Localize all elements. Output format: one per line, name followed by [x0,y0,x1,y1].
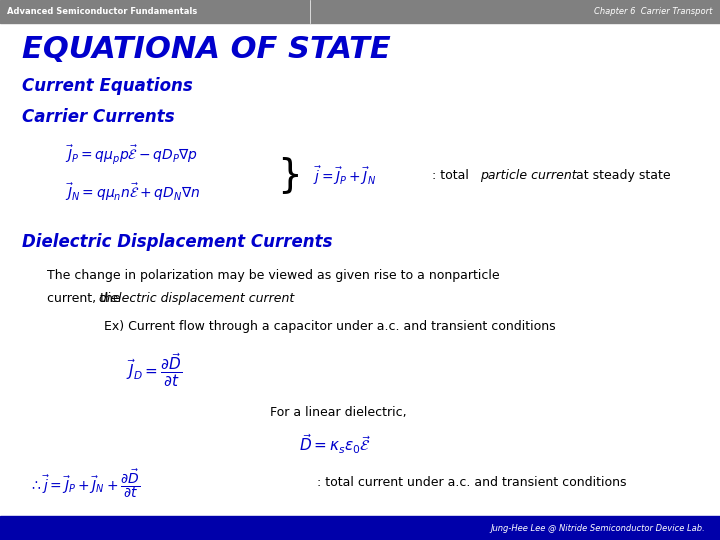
Text: $\vec{J}_P = q\mu_p p\vec{\mathcal{E}} - qD_P\nabla p$: $\vec{J}_P = q\mu_p p\vec{\mathcal{E}} -… [65,143,197,166]
Text: Current Equations: Current Equations [22,77,192,94]
Text: $\vec{J}_N = q\mu_n n\vec{\mathcal{E}} + qD_N\nabla n$: $\vec{J}_N = q\mu_n n\vec{\mathcal{E}} +… [65,181,200,202]
Text: Advanced Semiconductor Fundamentals: Advanced Semiconductor Fundamentals [7,7,197,16]
Text: $\vec{J}_D = \dfrac{\partial\vec{D}}{\partial t}$: $\vec{J}_D = \dfrac{\partial\vec{D}}{\pa… [126,351,182,389]
Text: Dielectric Displacement Currents: Dielectric Displacement Currents [22,233,332,251]
Text: dielectric displacement current: dielectric displacement current [99,292,294,305]
Text: The change in polarization may be viewed as given rise to a nonparticle: The change in polarization may be viewed… [47,269,500,282]
Text: For a linear dielectric,: For a linear dielectric, [270,406,407,419]
Text: $\vec{j} = \vec{J}_P + \vec{J}_N$: $\vec{j} = \vec{J}_P + \vec{J}_N$ [313,164,377,187]
Bar [0,516,720,540]
Text: $\therefore \vec{j} = \vec{J}_P + \vec{J}_N + \dfrac{\partial\vec{D}}{\partial t: $\therefore \vec{j} = \vec{J}_P + \vec{J… [29,467,140,500]
Text: Chapter 6  Carrier Transport: Chapter 6 Carrier Transport [595,7,713,16]
Text: at steady state: at steady state [572,169,671,182]
Text: particle current: particle current [480,169,577,182]
Bar [0,0,720,23]
Text: .: . [230,292,235,305]
Text: EQUATIONA OF STATE: EQUATIONA OF STATE [22,35,390,64]
Text: Carrier Currents: Carrier Currents [22,108,174,126]
Text: $\vec{D} = \kappa_s \epsilon_0 \vec{\mathcal{E}}$: $\vec{D} = \kappa_s \epsilon_0 \vec{\mat… [299,432,371,456]
Text: $\}$: $\}$ [277,155,299,196]
Text: : total current under a.c. and transient conditions: : total current under a.c. and transient… [313,476,626,489]
Text: current, the: current, the [47,292,125,305]
Text: Ex) Current flow through a capacitor under a.c. and transient conditions: Ex) Current flow through a capacitor und… [104,320,556,333]
Text: : total: : total [428,169,473,182]
Text: Jung-Hee Lee @ Nitride Semiconductor Device Lab.: Jung-Hee Lee @ Nitride Semiconductor Dev… [491,524,706,532]
